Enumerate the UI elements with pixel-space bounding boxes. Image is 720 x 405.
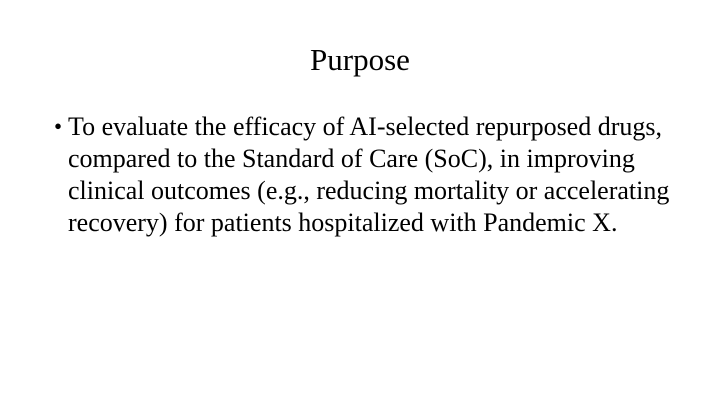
bullet-marker: •	[54, 114, 63, 139]
slide-title: Purpose	[310, 42, 410, 77]
bullet-text: To evaluate the efficacy of AI-selected …	[68, 112, 670, 237]
bullet-item: • To evaluate the efficacy of AI-selecte…	[54, 111, 674, 239]
bullet-list: • To evaluate the efficacy of AI-selecte…	[54, 111, 674, 239]
